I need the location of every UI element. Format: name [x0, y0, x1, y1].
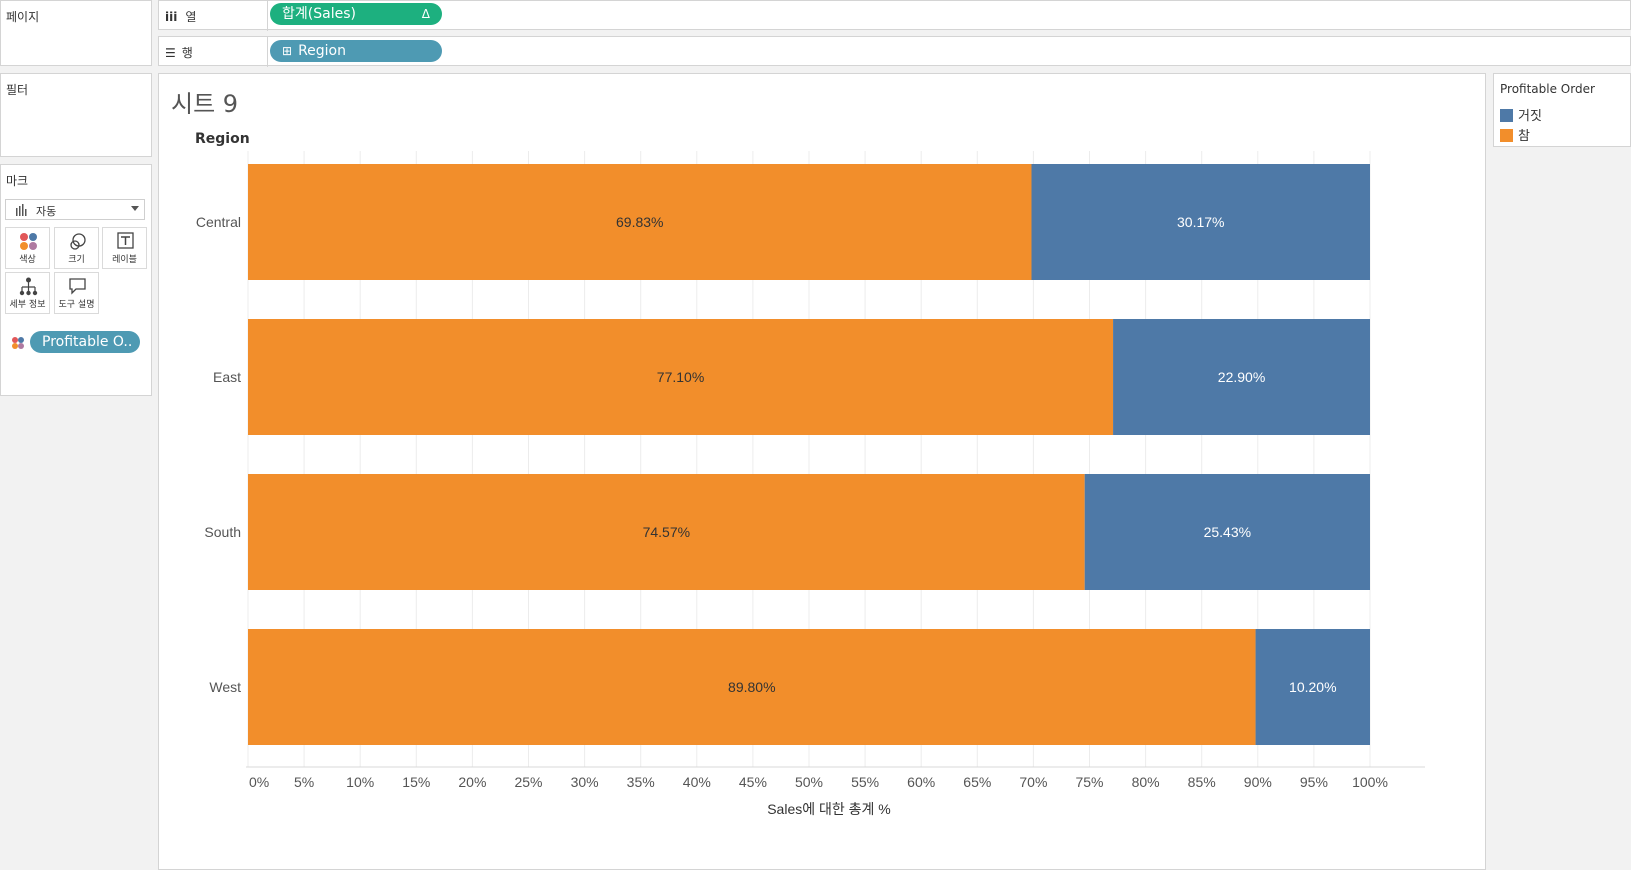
- x-tick-label: 95%: [1300, 774, 1328, 790]
- shelf-separator: [267, 37, 268, 67]
- category-label-south: South: [204, 524, 241, 540]
- x-tick-label: 30%: [571, 774, 599, 790]
- x-tick-label: 85%: [1188, 774, 1216, 790]
- mark-detail-button[interactable]: 세부 정보: [5, 272, 50, 314]
- sheet-title: 시트 9: [171, 90, 239, 118]
- stacked-bar-chart: Central 69.83% 30.17% East 77.10% 22.90% South…: [196, 151, 1425, 817]
- worksheet-view: 시트 9 Region Central 69.83% 30.17% East 77.10…: [158, 73, 1486, 870]
- color-icon: [6, 232, 49, 252]
- data-label-east-series-0: 77.10%: [657, 369, 704, 385]
- x-tick-label: 65%: [963, 774, 991, 790]
- x-tick-label: 5%: [294, 774, 314, 790]
- data-label-west-series-1: 10.20%: [1289, 679, 1336, 695]
- bar-south-series-0: [248, 474, 1085, 590]
- bar-west-series-1: [1255, 629, 1370, 745]
- bar-south-series-1: [1084, 474, 1370, 590]
- x-tick-label: 15%: [402, 774, 430, 790]
- mark-tooltip-button[interactable]: 도구 설명: [54, 272, 99, 314]
- bar-east-series-0: [248, 319, 1114, 435]
- legend-swatch-true: [1500, 129, 1513, 142]
- x-tick-label: 20%: [458, 774, 486, 790]
- mark-color-button[interactable]: 색상: [5, 227, 50, 269]
- bar-west-series-0: [248, 629, 1256, 745]
- sum-sales-pill[interactable]: 합계(Sales) Δ: [270, 3, 442, 25]
- data-label-west-series-0: 89.80%: [728, 679, 775, 695]
- x-tick-label: 0%: [249, 774, 269, 790]
- x-tick-label: 80%: [1132, 774, 1160, 790]
- sum-sales-pill-label: 합계(Sales): [282, 6, 356, 22]
- tooltip-icon: [55, 277, 98, 297]
- category-label-west: West: [209, 679, 241, 695]
- profitable-order-color-pill[interactable]: Profitable O..: [30, 331, 140, 353]
- x-tick-label: 40%: [683, 774, 711, 790]
- region-pill[interactable]: ⊞ Region: [270, 40, 442, 62]
- data-label-central-series-0: 69.83%: [616, 214, 663, 230]
- color-legend: Profitable Order 거짓 참: [1493, 73, 1631, 147]
- filters-card[interactable]: 필터: [0, 73, 152, 157]
- x-tick-label: 75%: [1075, 774, 1103, 790]
- bar-central-series-0: [248, 164, 1032, 280]
- legend-label-true: 참: [1518, 129, 1530, 144]
- region-pill-label: Region: [298, 43, 346, 59]
- x-tick-label: 25%: [514, 774, 542, 790]
- legend-swatch-false: [1500, 109, 1513, 122]
- data-label-south-series-1: 25.43%: [1204, 524, 1251, 540]
- category-label-east: East: [213, 369, 241, 385]
- legend-title: Profitable Order: [1500, 82, 1595, 96]
- x-axis-title: Sales에 대한 총계 %: [767, 801, 891, 817]
- mark-tooltip-label: 도구 설명: [58, 300, 95, 310]
- mark-type-label: 자동: [36, 205, 57, 218]
- mark-label-button[interactable]: 레이블: [102, 227, 147, 269]
- region-row-header: Region: [195, 131, 250, 147]
- mark-size-button[interactable]: 크기: [54, 227, 99, 269]
- color-encoding-icon: [11, 335, 25, 354]
- x-tick-label: 100%: [1352, 774, 1388, 790]
- columns-shelf-label: iii 열: [165, 10, 197, 24]
- legend-item-true[interactable]: 참: [1500, 125, 1530, 144]
- category-label-central: Central: [196, 214, 241, 230]
- table-calc-delta-icon: Δ: [421, 7, 430, 21]
- marks-title: 마크: [6, 174, 29, 188]
- filters-title: 필터: [6, 83, 29, 97]
- detail-icon: [6, 277, 49, 297]
- rows-shelf-label: ☰ 행: [165, 46, 193, 60]
- data-label-south-series-0: 74.57%: [643, 524, 690, 540]
- x-tick-label: 10%: [346, 774, 374, 790]
- label-icon: [103, 232, 146, 252]
- size-icon: [55, 232, 98, 252]
- mark-detail-label: 세부 정보: [9, 300, 46, 310]
- data-label-central-series-1: 30.17%: [1177, 214, 1224, 230]
- bar-east-series-1: [1113, 319, 1370, 435]
- bar-chart-icon: [15, 204, 29, 219]
- mark-color-label: 색상: [19, 255, 36, 265]
- x-tick-label: 50%: [795, 774, 823, 790]
- pages-card[interactable]: 페이지: [0, 0, 152, 66]
- shelf-separator: [267, 1, 268, 31]
- mark-size-label: 크기: [68, 255, 85, 265]
- expand-plus-icon: ⊞: [282, 44, 293, 58]
- legend-label-false: 거짓: [1518, 109, 1542, 124]
- x-tick-label: 90%: [1244, 774, 1272, 790]
- legend-item-false[interactable]: 거짓: [1500, 105, 1542, 124]
- rows-icon: ☰: [165, 46, 176, 60]
- x-tick-label: 35%: [627, 774, 655, 790]
- mark-label-label: 레이블: [112, 255, 137, 265]
- x-tick-label: 45%: [739, 774, 767, 790]
- chevron-down-icon: [131, 206, 139, 211]
- data-label-east-series-1: 22.90%: [1218, 369, 1265, 385]
- x-tick-label: 60%: [907, 774, 935, 790]
- mark-type-dropdown[interactable]: 자동: [5, 199, 145, 220]
- x-tick-label: 70%: [1019, 774, 1047, 790]
- columns-icon: iii: [165, 10, 178, 24]
- x-tick-label: 55%: [851, 774, 879, 790]
- bar-central-series-1: [1031, 164, 1370, 280]
- pages-title: 페이지: [6, 10, 40, 24]
